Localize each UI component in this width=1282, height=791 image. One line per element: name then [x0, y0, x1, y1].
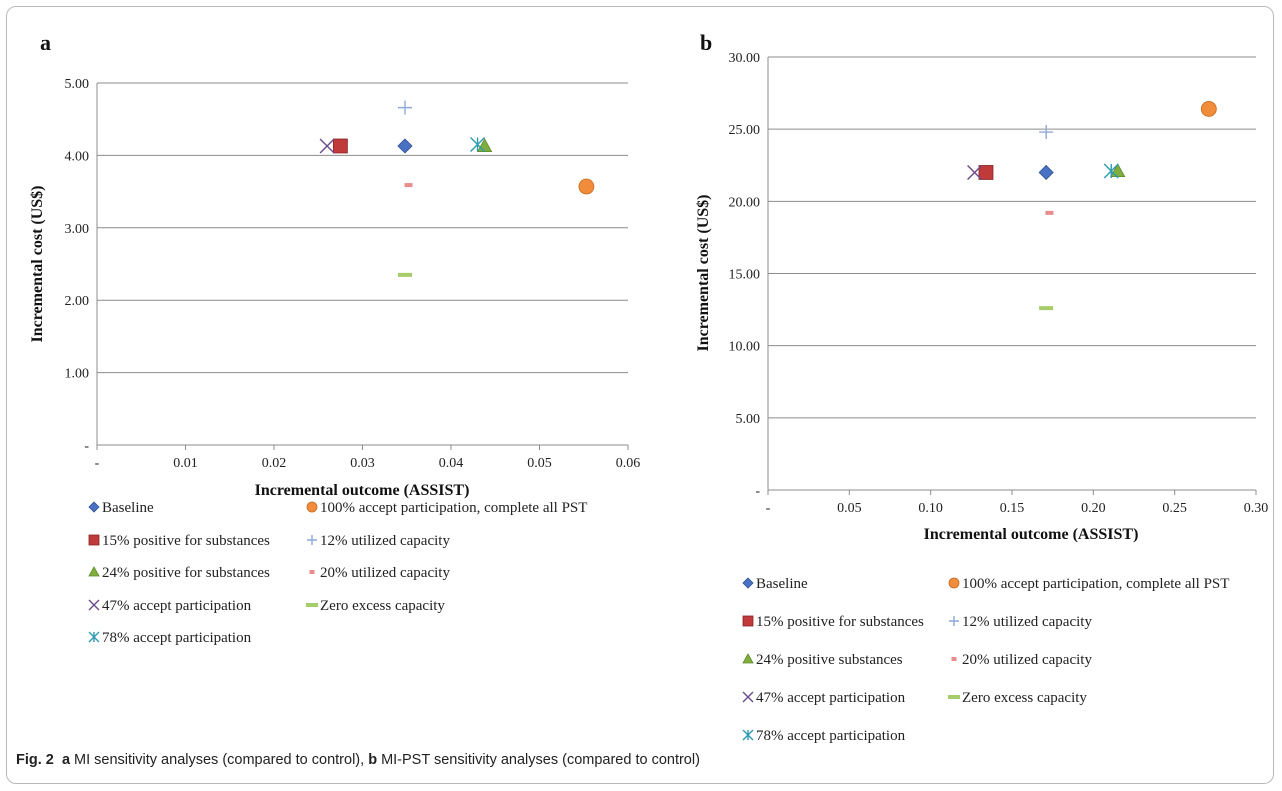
x-tick-label: - [95, 456, 100, 471]
x-tick-label: 0.05 [837, 501, 862, 516]
data-point [1038, 164, 1054, 181]
caption-a-letter: a [61, 752, 71, 768]
legend-label: 47% accept participation [102, 598, 252, 614]
panel-letter-b: b [700, 30, 712, 55]
x-tick-label: 0.10 [918, 501, 943, 516]
legend-label: 12% utilized capacity [320, 533, 450, 549]
figure-frame [6, 6, 1274, 784]
legend-label: 78% accept participation [102, 630, 252, 646]
legend-label: 78% accept participation [756, 728, 906, 744]
legend-label: 20% utilized capacity [320, 565, 450, 581]
legend-label: 15% positive for substances [756, 614, 924, 630]
y-tick-label: 30.00 [729, 51, 761, 66]
legend-marker [88, 501, 100, 513]
data-point [397, 138, 413, 154]
x-axis-title: Incremental outcome (ASSIST) [924, 526, 1139, 543]
data-point [319, 138, 335, 154]
panel-letter-a: a [40, 30, 51, 55]
legend-label: Baseline [102, 500, 154, 516]
x-tick-label: 0.05 [527, 456, 552, 471]
legend-marker [948, 695, 960, 699]
legend-marker [742, 691, 754, 703]
x-tick-label: - [766, 501, 771, 516]
legend-label: 15% positive for substances [102, 533, 270, 549]
legend-label: 12% utilized capacity [962, 614, 1092, 630]
legend-label: 20% utilized capacity [962, 652, 1092, 668]
y-tick-label: 3.00 [65, 222, 90, 237]
y-axis-title: Incremental cost (US$) [695, 194, 712, 351]
figure-caption: Fig. 2 a MI sensitivity analyses (compar… [16, 752, 700, 768]
x-axis-title: Incremental outcome (ASSIST) [255, 482, 470, 499]
legend-marker [948, 577, 960, 589]
data-point [476, 138, 493, 152]
legend-marker [309, 570, 315, 574]
legend-label: 100% accept participation, complete all … [962, 576, 1229, 592]
y-tick-label: 15.00 [729, 268, 761, 283]
x-tick-label: 0.04 [439, 456, 464, 471]
x-tick-label: 0.30 [1244, 501, 1269, 516]
data-point [978, 165, 994, 180]
y-tick-label: 5.00 [65, 77, 90, 92]
data-point [397, 100, 412, 115]
x-tick-label: 0.20 [1081, 501, 1106, 516]
legend-label: 24% positive for substances [102, 565, 270, 581]
data-point [397, 272, 412, 277]
legend-marker [742, 577, 754, 589]
legend-label: Zero excess capacity [962, 690, 1087, 706]
y-tick-label: 1.00 [65, 367, 90, 382]
legend-marker [742, 653, 754, 664]
legend-marker [742, 615, 754, 627]
chart-panel-a: a - 1.00 2.00 3.00 4.00 5.00 - 0.01 0.02 0.03 0.04 0… [29, 30, 640, 646]
y-axis-title: Incremental cost (US$) [29, 185, 46, 342]
x-tick-label: 0.06 [616, 456, 641, 471]
legend-marker [88, 631, 100, 643]
data-point [1103, 163, 1119, 179]
data-point [1200, 101, 1217, 117]
caption-label: Fig. 2 [16, 752, 54, 768]
data-point [1045, 210, 1054, 215]
legend-marker [88, 599, 100, 611]
chart-panel-b: b - 5.00 10.00 15.00 20.00 25.00 30.00 - 0.05 0.10… [695, 30, 1268, 744]
x-tick-label: 0.02 [262, 456, 287, 471]
data-point [332, 138, 348, 154]
data-point [470, 137, 486, 153]
y-tick-label: - [84, 439, 89, 454]
legend-label: Baseline [756, 576, 808, 592]
legend-marker [742, 729, 754, 741]
y-tick-label: 10.00 [729, 340, 761, 355]
y-tick-label: 2.00 [65, 294, 90, 309]
legend-marker [88, 534, 100, 546]
data-point [404, 183, 413, 188]
x-tick-label: 0.25 [1162, 501, 1187, 516]
y-tick-label: 20.00 [729, 195, 761, 210]
legend-marker [949, 616, 959, 626]
y-tick-label: 5.00 [736, 412, 761, 427]
legend-marker [306, 501, 318, 513]
x-tick-label: 0.03 [350, 456, 375, 471]
legend-marker [306, 603, 318, 607]
data-point [578, 178, 595, 195]
legend-label: 24% positive substances [756, 652, 903, 668]
caption-b-letter: b [368, 752, 378, 768]
data-point [967, 164, 983, 180]
x-tick-label: 0.01 [173, 456, 198, 471]
legend-marker [307, 535, 317, 545]
y-tick-label: 25.00 [729, 123, 761, 138]
y-tick-label: 4.00 [65, 149, 90, 164]
legend-marker [88, 566, 100, 577]
legend-label: 47% accept participation [756, 690, 906, 706]
x-tick-label: 0.15 [1000, 501, 1025, 516]
data-point [1039, 125, 1054, 140]
legend-label: Zero excess capacity [320, 598, 445, 614]
y-tick-label: - [755, 484, 760, 499]
legend-label: 100% accept participation, complete all … [320, 500, 587, 516]
caption-b-text: MI-PST sensitivity analyses (compared to… [381, 752, 700, 768]
caption-a-text: MI sensitivity analyses (compared to con… [74, 752, 365, 768]
legend-marker [951, 657, 957, 661]
data-point [1039, 306, 1054, 311]
